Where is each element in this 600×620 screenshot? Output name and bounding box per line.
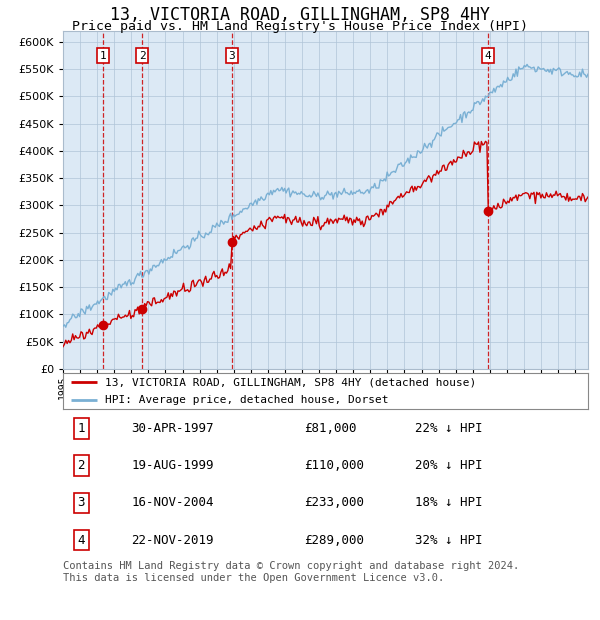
Text: 3: 3 <box>77 497 85 509</box>
Text: 2: 2 <box>77 459 85 472</box>
Text: £289,000: £289,000 <box>305 534 365 546</box>
Text: 4: 4 <box>77 534 85 546</box>
Text: £110,000: £110,000 <box>305 459 365 472</box>
Text: 18% ↓ HPI: 18% ↓ HPI <box>415 497 482 509</box>
Text: 13, VICTORIA ROAD, GILLINGHAM, SP8 4HY: 13, VICTORIA ROAD, GILLINGHAM, SP8 4HY <box>110 6 490 24</box>
Text: 30-APR-1997: 30-APR-1997 <box>131 422 214 435</box>
Text: 2: 2 <box>139 50 145 61</box>
Text: 22% ↓ HPI: 22% ↓ HPI <box>415 422 482 435</box>
Text: 3: 3 <box>229 50 235 61</box>
Text: 19-AUG-1999: 19-AUG-1999 <box>131 459 214 472</box>
Text: 16-NOV-2004: 16-NOV-2004 <box>131 497 214 509</box>
Text: 13, VICTORIA ROAD, GILLINGHAM, SP8 4HY (detached house): 13, VICTORIA ROAD, GILLINGHAM, SP8 4HY (… <box>105 377 476 388</box>
Text: £233,000: £233,000 <box>305 497 365 509</box>
Text: 4: 4 <box>485 50 491 61</box>
Text: 1: 1 <box>77 422 85 435</box>
Text: Contains HM Land Registry data © Crown copyright and database right 2024.
This d: Contains HM Land Registry data © Crown c… <box>63 561 519 583</box>
Text: HPI: Average price, detached house, Dorset: HPI: Average price, detached house, Dors… <box>105 395 389 405</box>
Text: £81,000: £81,000 <box>305 422 357 435</box>
Text: Price paid vs. HM Land Registry's House Price Index (HPI): Price paid vs. HM Land Registry's House … <box>72 20 528 33</box>
Text: 22-NOV-2019: 22-NOV-2019 <box>131 534 214 546</box>
Text: 1: 1 <box>100 50 106 61</box>
Text: 20% ↓ HPI: 20% ↓ HPI <box>415 459 482 472</box>
Text: 32% ↓ HPI: 32% ↓ HPI <box>415 534 482 546</box>
